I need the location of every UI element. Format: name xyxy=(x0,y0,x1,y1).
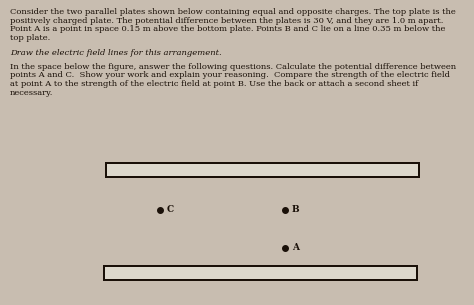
Text: A: A xyxy=(292,243,299,253)
Text: necessary.: necessary. xyxy=(10,89,54,97)
Bar xyxy=(105,267,416,279)
Text: top plate.: top plate. xyxy=(10,34,50,42)
Text: Draw the electric field lines for this arrangement.: Draw the electric field lines for this a… xyxy=(10,49,222,57)
Text: positively charged plate. The potential difference between the plates is 30 V, a: positively charged plate. The potential … xyxy=(10,17,443,25)
Text: C: C xyxy=(167,206,174,214)
Text: In the space below the figure, answer the following questions. Calculate the pot: In the space below the figure, answer th… xyxy=(10,63,456,71)
Text: B: B xyxy=(292,206,300,214)
Text: points A and C.  Show your work and explain your reasoning.  Compare the strengt: points A and C. Show your work and expla… xyxy=(10,71,450,79)
Text: Consider the two parallel plates shown below containing equal and opposite charg: Consider the two parallel plates shown b… xyxy=(10,8,456,16)
Bar xyxy=(107,164,418,176)
Bar xyxy=(103,265,418,281)
Text: at point A to the strength of the electric field at point B. Use the back or att: at point A to the strength of the electr… xyxy=(10,80,418,88)
Bar xyxy=(105,162,420,178)
Text: Point A is a point in space 0.15 m above the bottom plate. Points B and C lie on: Point A is a point in space 0.15 m above… xyxy=(10,25,446,33)
